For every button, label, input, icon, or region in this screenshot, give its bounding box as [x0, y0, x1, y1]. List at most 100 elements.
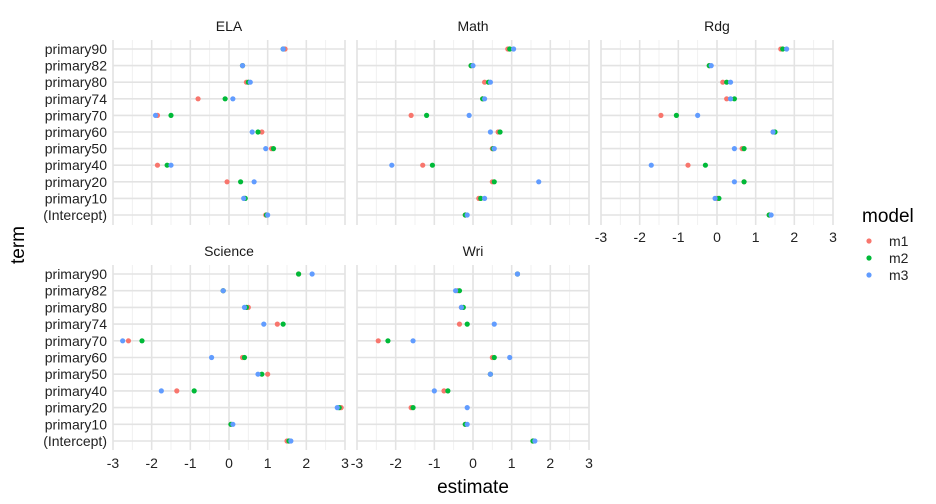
- panel-wri: Wri -3 -2 -1 0 1 2 3: [351, 243, 593, 471]
- point-m3: [491, 146, 497, 152]
- point-m3: [251, 179, 257, 185]
- panel-rdg: Rdg -3 -2 -1 0 1 2 3: [595, 18, 837, 245]
- legend-key-m2: [866, 255, 872, 261]
- point-m3: [727, 96, 734, 102]
- grid-lines: [356, 40, 590, 225]
- point-m2: [385, 338, 391, 344]
- point-m3: [152, 112, 159, 118]
- point-m1: [441, 388, 447, 394]
- point-m2: [255, 129, 261, 135]
- point-m3: [514, 271, 521, 277]
- point-m3: [239, 63, 246, 69]
- point-m2: [724, 79, 730, 85]
- point-m2: [731, 96, 738, 102]
- x-tick-label: 3: [585, 455, 593, 471]
- x-tick-label: 2: [546, 455, 554, 471]
- point-m3: [389, 162, 395, 168]
- point-m2: [507, 46, 513, 52]
- point-m3: [288, 438, 294, 444]
- x-tick-label: 2: [302, 455, 310, 471]
- y-tick-label: primary20: [45, 174, 107, 190]
- point-m3: [731, 179, 738, 185]
- point-m1: [724, 96, 730, 102]
- y-tick-label: primary20: [45, 400, 107, 416]
- point-m2: [238, 179, 244, 185]
- x-tick-label: -1: [428, 455, 441, 471]
- y-axis-title: term: [8, 226, 29, 264]
- point-m2: [741, 146, 747, 152]
- point-m2: [673, 112, 680, 118]
- point-m3: [731, 146, 738, 152]
- x-tick-labels: -3 -2 -1 0 1 2 3: [595, 229, 837, 245]
- legend-entry-m2: m2: [866, 250, 909, 266]
- facet-label: ELA: [216, 18, 243, 34]
- point-m1: [224, 179, 230, 185]
- x-tick-label: -2: [145, 455, 158, 471]
- point-m3: [770, 129, 776, 135]
- point-m1: [259, 129, 265, 135]
- point-m3: [158, 388, 164, 394]
- point-m2: [716, 195, 722, 201]
- x-tick-label: 0: [713, 229, 721, 245]
- x-tick-label: -3: [595, 229, 608, 245]
- panel-ela: ELA (Intercept)primary10primary20primary4…: [43, 18, 346, 225]
- point-m3: [280, 46, 286, 52]
- point-m1: [658, 112, 664, 118]
- point-m2: [168, 112, 174, 118]
- point-m2: [280, 321, 286, 327]
- x-tick-label: -2: [633, 229, 646, 245]
- point-m3: [482, 96, 488, 102]
- point-m2: [191, 388, 197, 394]
- point-m3: [507, 354, 513, 361]
- x-tick-label: 1: [508, 455, 516, 471]
- series-m3: [648, 46, 790, 218]
- data-points: [648, 46, 790, 218]
- point-m2: [410, 405, 416, 411]
- point-m1: [265, 371, 271, 377]
- y-tick-label: primary74: [45, 91, 107, 107]
- point-m3: [768, 212, 774, 218]
- point-m2: [445, 388, 451, 394]
- point-m2: [497, 129, 503, 135]
- point-m3: [464, 421, 470, 427]
- point-m3: [263, 146, 269, 152]
- grid-lines: [112, 265, 346, 450]
- point-m2: [222, 96, 228, 102]
- point-m1: [125, 338, 132, 344]
- legend-entry-m3: m3: [866, 267, 909, 283]
- data-points: [375, 271, 538, 444]
- y-tick-label: primary50: [45, 366, 107, 382]
- data-points: [120, 271, 344, 444]
- x-tick-label: -1: [672, 229, 685, 245]
- point-m3: [487, 129, 493, 135]
- point-m3: [431, 388, 437, 394]
- y-tick-label: primary70: [45, 333, 107, 349]
- point-m2: [464, 321, 470, 327]
- x-tick-labels: -3 -2 -1 0 1 2 3: [351, 455, 593, 471]
- point-m2: [478, 195, 484, 201]
- y-tick-label: primary70: [45, 107, 107, 123]
- point-m2: [456, 288, 463, 294]
- point-m2: [780, 46, 786, 52]
- point-m3: [453, 288, 459, 294]
- point-m2: [429, 162, 435, 168]
- point-m2: [241, 354, 248, 361]
- point-m1: [420, 162, 426, 168]
- y-tick-label: (Intercept): [43, 433, 107, 449]
- point-m3: [464, 405, 470, 411]
- point-m2: [164, 162, 170, 168]
- y-tick-label: primary40: [45, 157, 107, 173]
- point-m3: [464, 212, 470, 218]
- facet-label: Rdg: [704, 18, 730, 34]
- point-m3: [255, 371, 261, 377]
- y-tick-label: primary10: [45, 416, 107, 432]
- series-m3: [389, 46, 542, 218]
- point-m1: [720, 79, 726, 85]
- point-m3: [220, 288, 226, 294]
- y-tick-label: primary90: [45, 41, 107, 57]
- point-m3: [510, 46, 517, 52]
- facet-label: Science: [204, 243, 254, 259]
- point-m3: [410, 338, 416, 344]
